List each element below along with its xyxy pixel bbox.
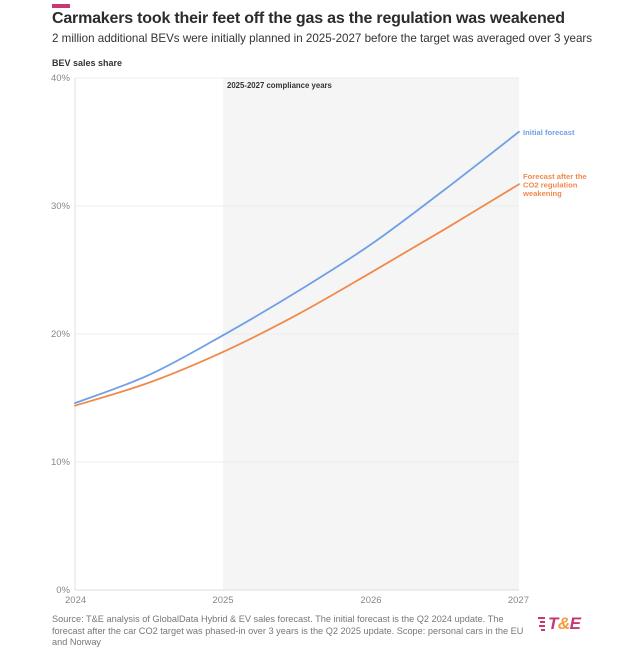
y-axis-label: BEV sales share (52, 58, 123, 68)
series-label: Forecast after the CO2 regulation weakenin… (522, 172, 587, 198)
y-tick-label: 20% (51, 329, 71, 340)
x-tick-label: 2026 (360, 595, 381, 606)
te-logo: T&E (538, 614, 581, 634)
chart-subtitle: 2 million additional BEVs were initially… (52, 32, 593, 45)
y-tick-label: 0% (56, 585, 70, 596)
series-line-weakened-forecast (74, 183, 520, 407)
series-line-initial-forecast (74, 130, 520, 405)
source-note: Source: T&E analysis of GlobalData Hybri… (52, 614, 524, 647)
compliance-annotation: 2025-2027 compliance years (227, 81, 333, 90)
series-label-line: Forecast after the (523, 172, 587, 181)
series-label-line: Initial forecast (523, 128, 575, 137)
series-label: Initial forecast (523, 128, 575, 137)
logo-text: T&E (548, 614, 581, 633)
logo-lines-icon (538, 617, 545, 631)
y-tick-label: 10% (51, 457, 71, 468)
accent-bar (52, 4, 70, 8)
chart-title: Carmakers took their feet off the gas as… (52, 10, 565, 27)
y-tick-label: 30% (51, 201, 71, 212)
series-label-line: weakening (522, 189, 562, 198)
x-tick-label: 2025 (212, 595, 233, 606)
x-tick-label: 2024 (65, 595, 86, 606)
x-tick-label: 2027 (508, 595, 529, 606)
y-tick-label: 40% (51, 73, 71, 84)
series-label-line: CO2 regulation (523, 181, 578, 190)
